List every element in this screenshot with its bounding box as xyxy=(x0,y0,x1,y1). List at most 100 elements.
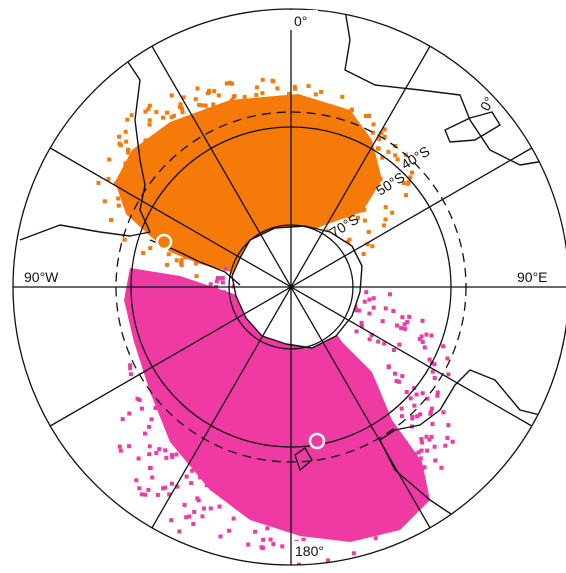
speckle xyxy=(175,352,180,357)
speckle xyxy=(394,323,399,328)
speckle xyxy=(169,93,174,98)
speckle xyxy=(146,487,151,492)
speckle xyxy=(214,279,219,284)
speckle xyxy=(410,170,415,175)
speckle xyxy=(401,180,406,185)
speckle xyxy=(209,262,214,267)
speckle xyxy=(368,149,373,154)
speckle xyxy=(356,511,361,516)
speckle xyxy=(418,456,423,461)
speckle xyxy=(397,498,402,503)
speckle xyxy=(170,454,175,459)
speckle xyxy=(138,176,143,181)
speckle xyxy=(166,252,171,257)
speckle xyxy=(197,102,202,107)
speckle xyxy=(216,290,221,295)
speckle xyxy=(433,458,438,463)
speckle xyxy=(424,434,429,439)
speckle xyxy=(117,134,122,139)
speckle xyxy=(179,261,184,266)
speckle xyxy=(216,93,221,98)
speckle xyxy=(387,528,392,533)
speckle xyxy=(419,334,424,339)
speckle xyxy=(254,85,259,90)
speckle xyxy=(362,299,367,304)
speckle xyxy=(139,406,144,411)
speckle xyxy=(169,481,174,486)
speckle xyxy=(381,223,386,228)
speckle xyxy=(161,333,166,338)
speckle xyxy=(319,89,324,94)
new-zealand xyxy=(294,447,313,471)
speckle xyxy=(145,220,150,225)
speckle xyxy=(381,483,386,488)
speckle xyxy=(383,205,388,210)
speckle xyxy=(225,319,230,324)
speckle xyxy=(347,237,352,242)
speckle xyxy=(417,495,422,500)
speckle xyxy=(399,406,404,411)
speckle xyxy=(174,452,179,457)
speckle xyxy=(123,161,128,166)
speckle xyxy=(250,107,255,112)
speckle xyxy=(179,448,184,453)
speckle xyxy=(427,357,432,362)
speckle xyxy=(388,523,393,528)
speckle xyxy=(193,348,198,353)
speckle xyxy=(446,423,451,428)
speckle xyxy=(430,421,435,426)
speckle xyxy=(393,493,398,498)
speckle xyxy=(445,435,450,440)
speckle xyxy=(428,410,433,415)
speckle xyxy=(429,406,434,411)
site-marker xyxy=(308,432,326,450)
speckle xyxy=(302,97,307,102)
speckle xyxy=(137,398,142,403)
speckle xyxy=(124,171,129,176)
speckle xyxy=(387,463,392,468)
speckle xyxy=(441,410,446,415)
speckle xyxy=(208,282,213,287)
speckle xyxy=(126,147,131,152)
speckle xyxy=(208,316,213,321)
speckle xyxy=(138,182,143,187)
speckle xyxy=(175,484,180,489)
speckle xyxy=(351,143,356,148)
speckle xyxy=(164,110,169,115)
speckle xyxy=(177,529,182,534)
speckle xyxy=(319,508,324,513)
speckle xyxy=(163,448,168,453)
speckle xyxy=(194,274,199,279)
speckle xyxy=(136,456,141,461)
speckle xyxy=(227,80,232,85)
speckle xyxy=(154,451,159,456)
speckle xyxy=(195,86,200,91)
speckle xyxy=(168,383,173,388)
speckle xyxy=(181,234,186,239)
speckle xyxy=(340,214,345,219)
speckle xyxy=(312,528,317,533)
speckle xyxy=(366,176,371,181)
speckle xyxy=(404,390,409,395)
speckle xyxy=(148,382,153,387)
speckle xyxy=(412,451,417,456)
speckle xyxy=(202,329,207,334)
speckle xyxy=(370,528,375,533)
speckle xyxy=(270,78,275,83)
speckle xyxy=(208,286,213,291)
speckle xyxy=(147,148,152,153)
speckle xyxy=(179,106,184,111)
speckle xyxy=(141,250,146,255)
speckle xyxy=(313,92,318,97)
speckle xyxy=(399,326,404,331)
speckle xyxy=(435,390,440,395)
speckle xyxy=(170,342,175,347)
speckle xyxy=(143,109,148,114)
speckle xyxy=(149,417,154,422)
speckle xyxy=(366,509,371,514)
speckle xyxy=(362,218,367,223)
speckle xyxy=(351,203,356,208)
speckle xyxy=(355,181,360,186)
speckle xyxy=(419,437,424,442)
speckle xyxy=(441,344,446,349)
